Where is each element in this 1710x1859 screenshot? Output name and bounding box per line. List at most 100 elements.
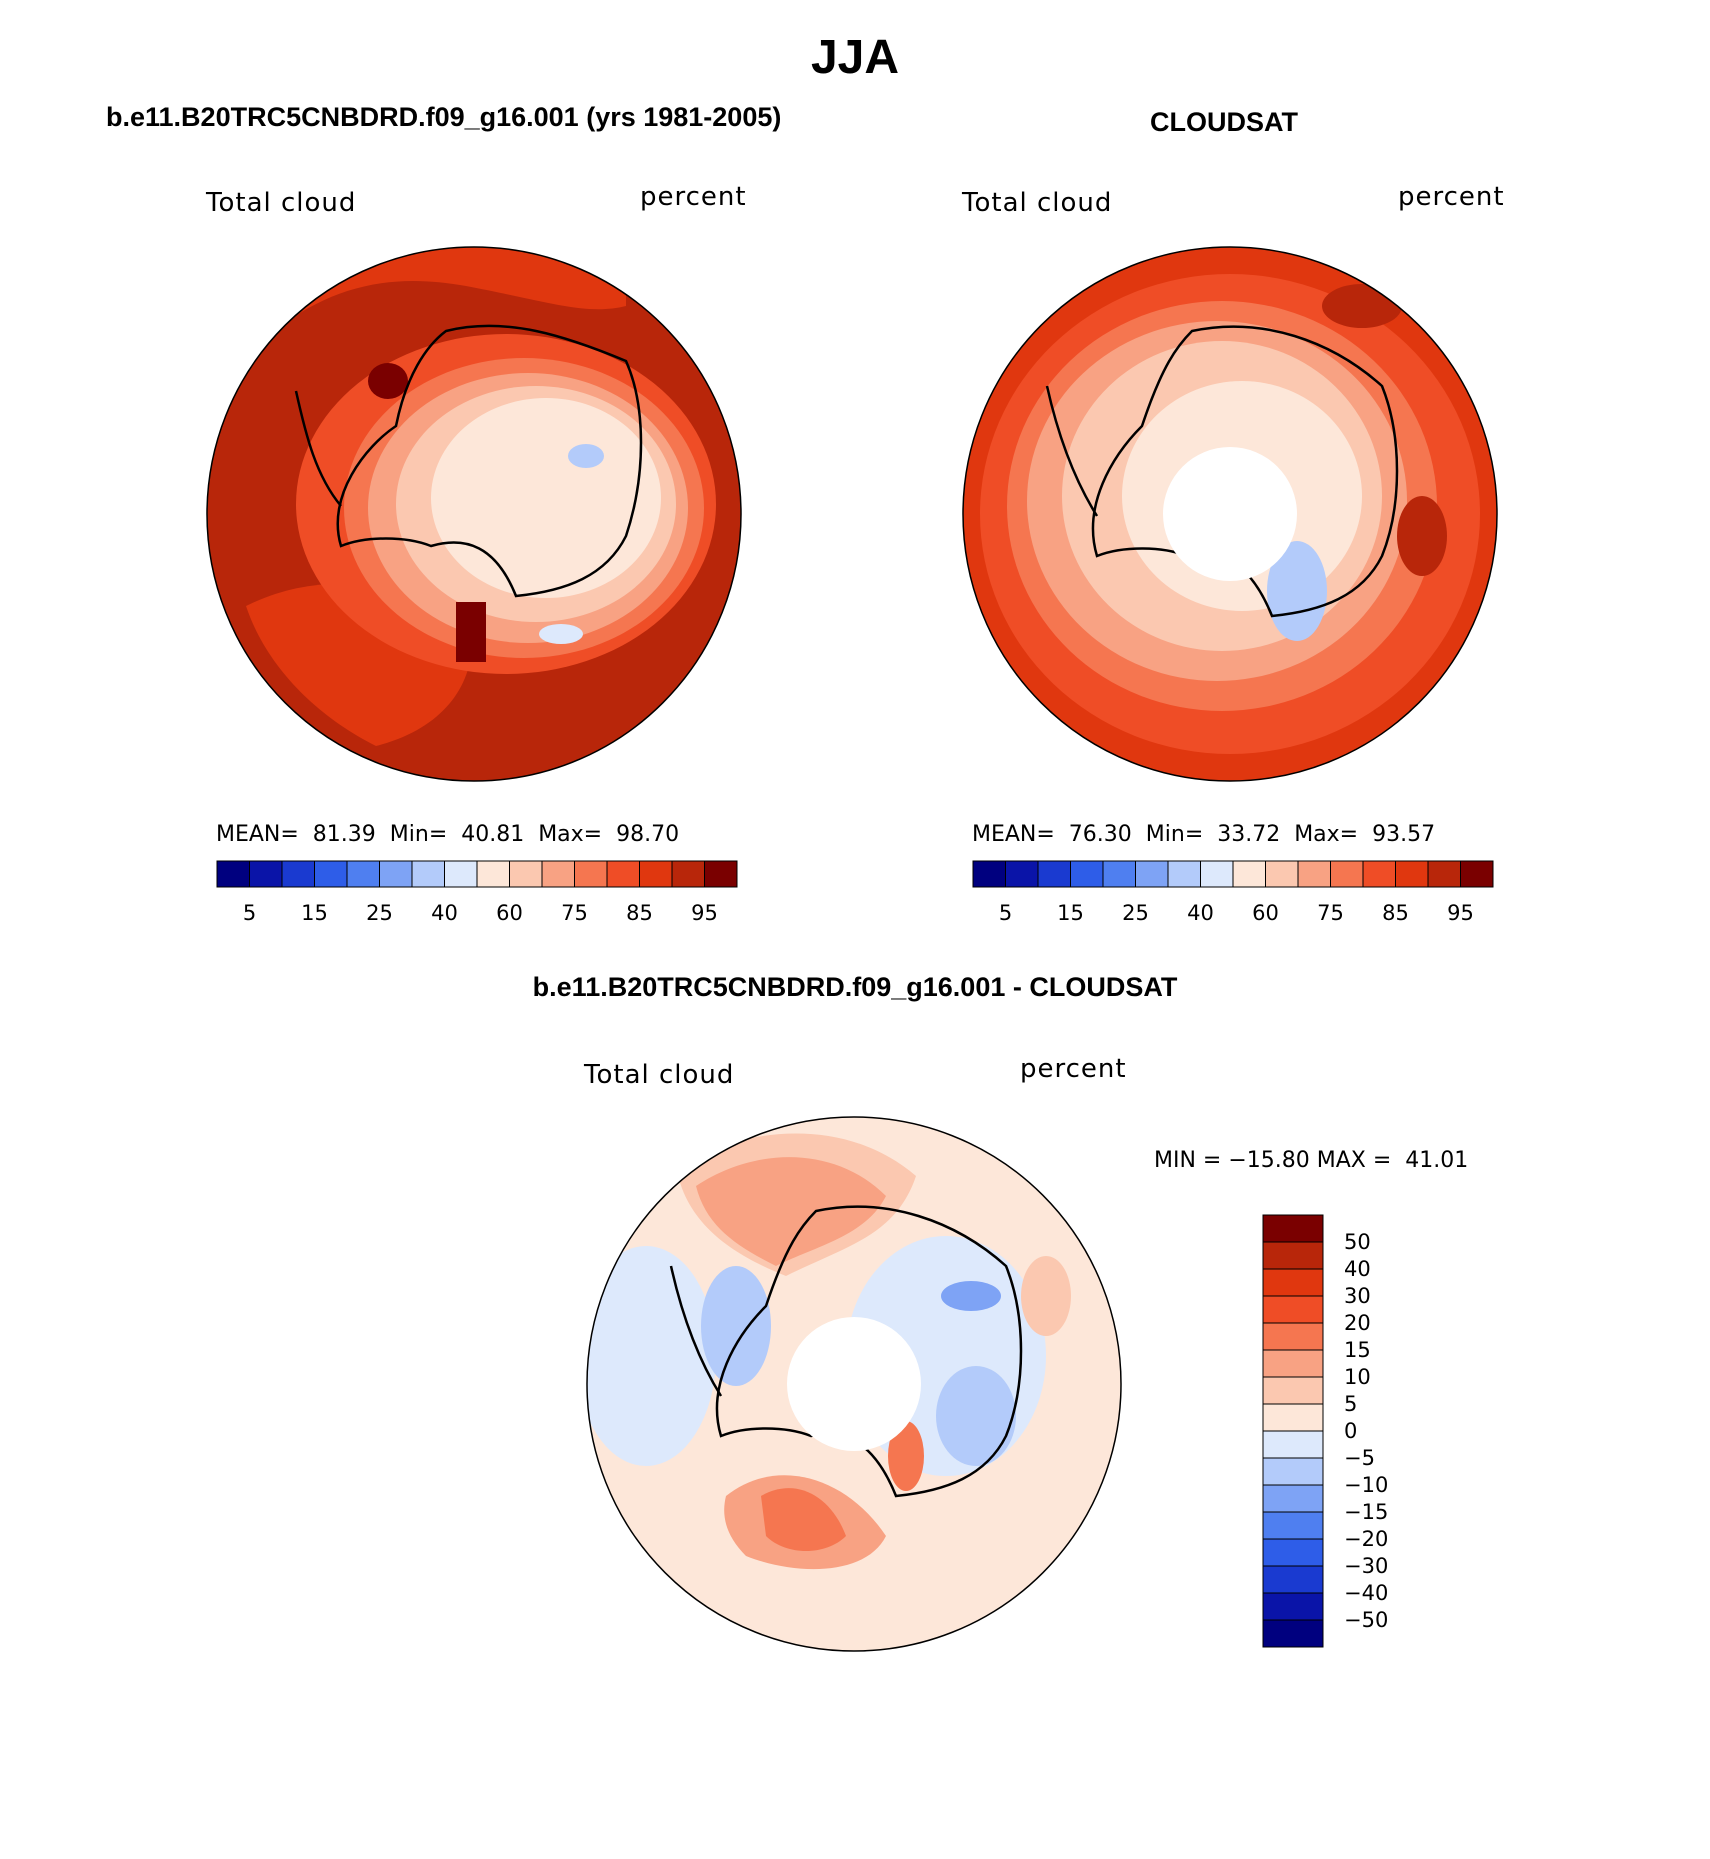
panel3-field-east-small-positive [888, 1421, 924, 1491]
panel2-colorbar-swatch [1460, 860, 1494, 888]
panel1-colorbar-tick-label: 15 [301, 901, 328, 925]
panel2-units-label: percent [1398, 182, 1505, 212]
panel3-colorbar-tick-label: −5 [1344, 1446, 1375, 1470]
panel1-field-maxpatch [456, 602, 486, 662]
panel3-colorbar-tick-label: 20 [1344, 1311, 1371, 1335]
panel3-peninsula-coastline [669, 1265, 723, 1397]
panel3-colorbar-tick-label: 0 [1344, 1419, 1357, 1443]
panel3-colorbar-swatch [1262, 1565, 1324, 1594]
panel3-polar-gap [787, 1317, 921, 1451]
panel1-colorbar-swatch [704, 860, 738, 888]
panel1-colorbar-tick-label: 85 [626, 901, 653, 925]
panel3-colorbar-swatch [1262, 1619, 1324, 1648]
panel2-peninsula-coastline [1045, 385, 1099, 517]
panel2-antarctica-coastline [1091, 325, 1399, 618]
panel2-colorbar-swatch [1330, 860, 1364, 888]
panel3-colorbar-swatch [1262, 1484, 1324, 1513]
panel1-colorbar-swatch [346, 860, 380, 888]
panel3-colorbar-tick-label: 30 [1344, 1284, 1371, 1308]
panel2-colorbar-swatch [1135, 860, 1169, 888]
panel1-field-bluepatch2 [539, 624, 583, 644]
panel3-colorbar-tick-label: −40 [1344, 1581, 1388, 1605]
panel3-colorbar-tick-label: 10 [1344, 1365, 1371, 1389]
panel3-field-east-negative-strong [941, 1281, 1001, 1311]
panel1-colorbar-swatch [671, 860, 705, 888]
panel2-colorbar-tick-label: 85 [1382, 901, 1409, 925]
panel1-field-bluepatch [568, 444, 604, 468]
panel2-field-darkpatch2 [1397, 496, 1447, 576]
panel1-polar-map [206, 246, 742, 782]
panel2-colorbar-tick-label: 40 [1187, 901, 1214, 925]
panel3-colorbar-swatch [1262, 1322, 1324, 1351]
panel3-colorbar-tick-label: −30 [1344, 1554, 1388, 1578]
panel2-colorbar-tick-label: 25 [1122, 901, 1149, 925]
panel2-polar-map [962, 246, 1498, 782]
panel1-colorbar-swatch [574, 860, 608, 888]
panel1-colorbar-swatch [281, 860, 315, 888]
panel2-colorbar-tick-label: 15 [1057, 901, 1084, 925]
panel3-field-north-positive [696, 1157, 886, 1266]
panel3-colorbar-swatch [1262, 1376, 1324, 1405]
panel1-colorbar-swatch [606, 860, 640, 888]
panel1-colorbar-swatch [314, 860, 348, 888]
panel2-variable-label: Total cloud [962, 188, 1113, 218]
panel1-units-label: percent [640, 182, 747, 212]
panel1-colorbar-swatch [216, 860, 250, 888]
panel2-stats: MEAN= 76.30 Min= 33.72 Max= 93.57 [972, 822, 1436, 847]
panel3-colorbar-swatch [1262, 1349, 1324, 1378]
panel1-field-maxpatch2 [368, 363, 408, 399]
panel3-polar-map [586, 1116, 1122, 1652]
panel1-colorbar-tick-label: 25 [366, 901, 393, 925]
panel2-colorbar-tick-label: 5 [999, 901, 1012, 925]
panel3-case-title: b.e11.B20TRC5CNBDRD.f09_g16.001 - CLOUDS… [532, 972, 1178, 1002]
panel3-field-east-positive [1021, 1256, 1071, 1336]
panel1-colorbar-tick-label: 5 [243, 901, 256, 925]
panel3-colorbar-tick-label: −10 [1344, 1473, 1388, 1497]
panel1-colorbar: 5 15 25 40 60 75 85 95 [216, 860, 738, 925]
panel3-colorbar-tick-label: −15 [1344, 1500, 1388, 1524]
panel2-field-darkpatch [1322, 284, 1402, 328]
panel1-antarctica-coastline [336, 324, 643, 598]
panel3-colorbar-swatch [1262, 1538, 1324, 1567]
panel2-polar-gap [1163, 447, 1297, 581]
panel3-colorbar-tick-label: −20 [1344, 1527, 1388, 1551]
panel1-peninsula-coastline [294, 390, 342, 507]
panel1-colorbar-tick-label: 40 [431, 901, 458, 925]
panel3-field-peninsula-negative [701, 1266, 771, 1386]
panel3-colorbar-swatch [1262, 1403, 1324, 1432]
panel1-colorbar-tick-label: 60 [496, 901, 523, 925]
panel3-colorbar-tick-label: 5 [1344, 1392, 1357, 1416]
panel3-field-east-negative [936, 1366, 1016, 1466]
panel1-map-border [206, 246, 742, 782]
panel3-colorbar-swatch [1262, 1241, 1324, 1270]
panel2-map-border [962, 246, 1498, 782]
panel2-colorbar-swatch [1037, 860, 1071, 888]
panel2-colorbar-swatch [1297, 860, 1331, 888]
panel3-colorbar-tick-label: 40 [1344, 1257, 1371, 1281]
panel3-colorbar-swatch [1262, 1295, 1324, 1324]
panel1-variable-label: Total cloud [206, 188, 357, 218]
panel3-colorbar-swatch [1262, 1214, 1324, 1243]
panel1-colorbar-swatch [411, 860, 445, 888]
panel2-colorbar-swatch [1200, 860, 1234, 888]
panel2-colorbar-swatch [1265, 860, 1299, 888]
panel2-colorbar-tick-label: 75 [1317, 901, 1344, 925]
panel1-colorbar-swatch [444, 860, 478, 888]
figure-title: JJA [810, 31, 900, 84]
panel2-colorbar-swatch [1102, 860, 1136, 888]
panel2-colorbar-swatch [972, 860, 1006, 888]
panel1-stats: MEAN= 81.39 Min= 40.81 Max= 98.70 [216, 822, 680, 847]
panel3-colorbar-swatch [1262, 1457, 1324, 1486]
panel1-colorbar-swatch [249, 860, 283, 888]
panel3-units-label: percent [1020, 1054, 1127, 1084]
panel1-colorbar-swatch [509, 860, 543, 888]
panel2-colorbar-swatch [1395, 860, 1429, 888]
panel3-colorbar-tick-label: 15 [1344, 1338, 1371, 1362]
panel3-colorbar-swatch [1262, 1268, 1324, 1297]
panel3-colorbar-swatch [1262, 1430, 1324, 1459]
panel2-colorbar-swatch [1232, 860, 1266, 888]
panel2-colorbar-swatch [1167, 860, 1201, 888]
panel2-case-title: CLOUDSAT [1150, 107, 1298, 137]
panel3-variable-label: Total cloud [584, 1060, 735, 1090]
panel3-colorbar-swatch [1262, 1592, 1324, 1621]
